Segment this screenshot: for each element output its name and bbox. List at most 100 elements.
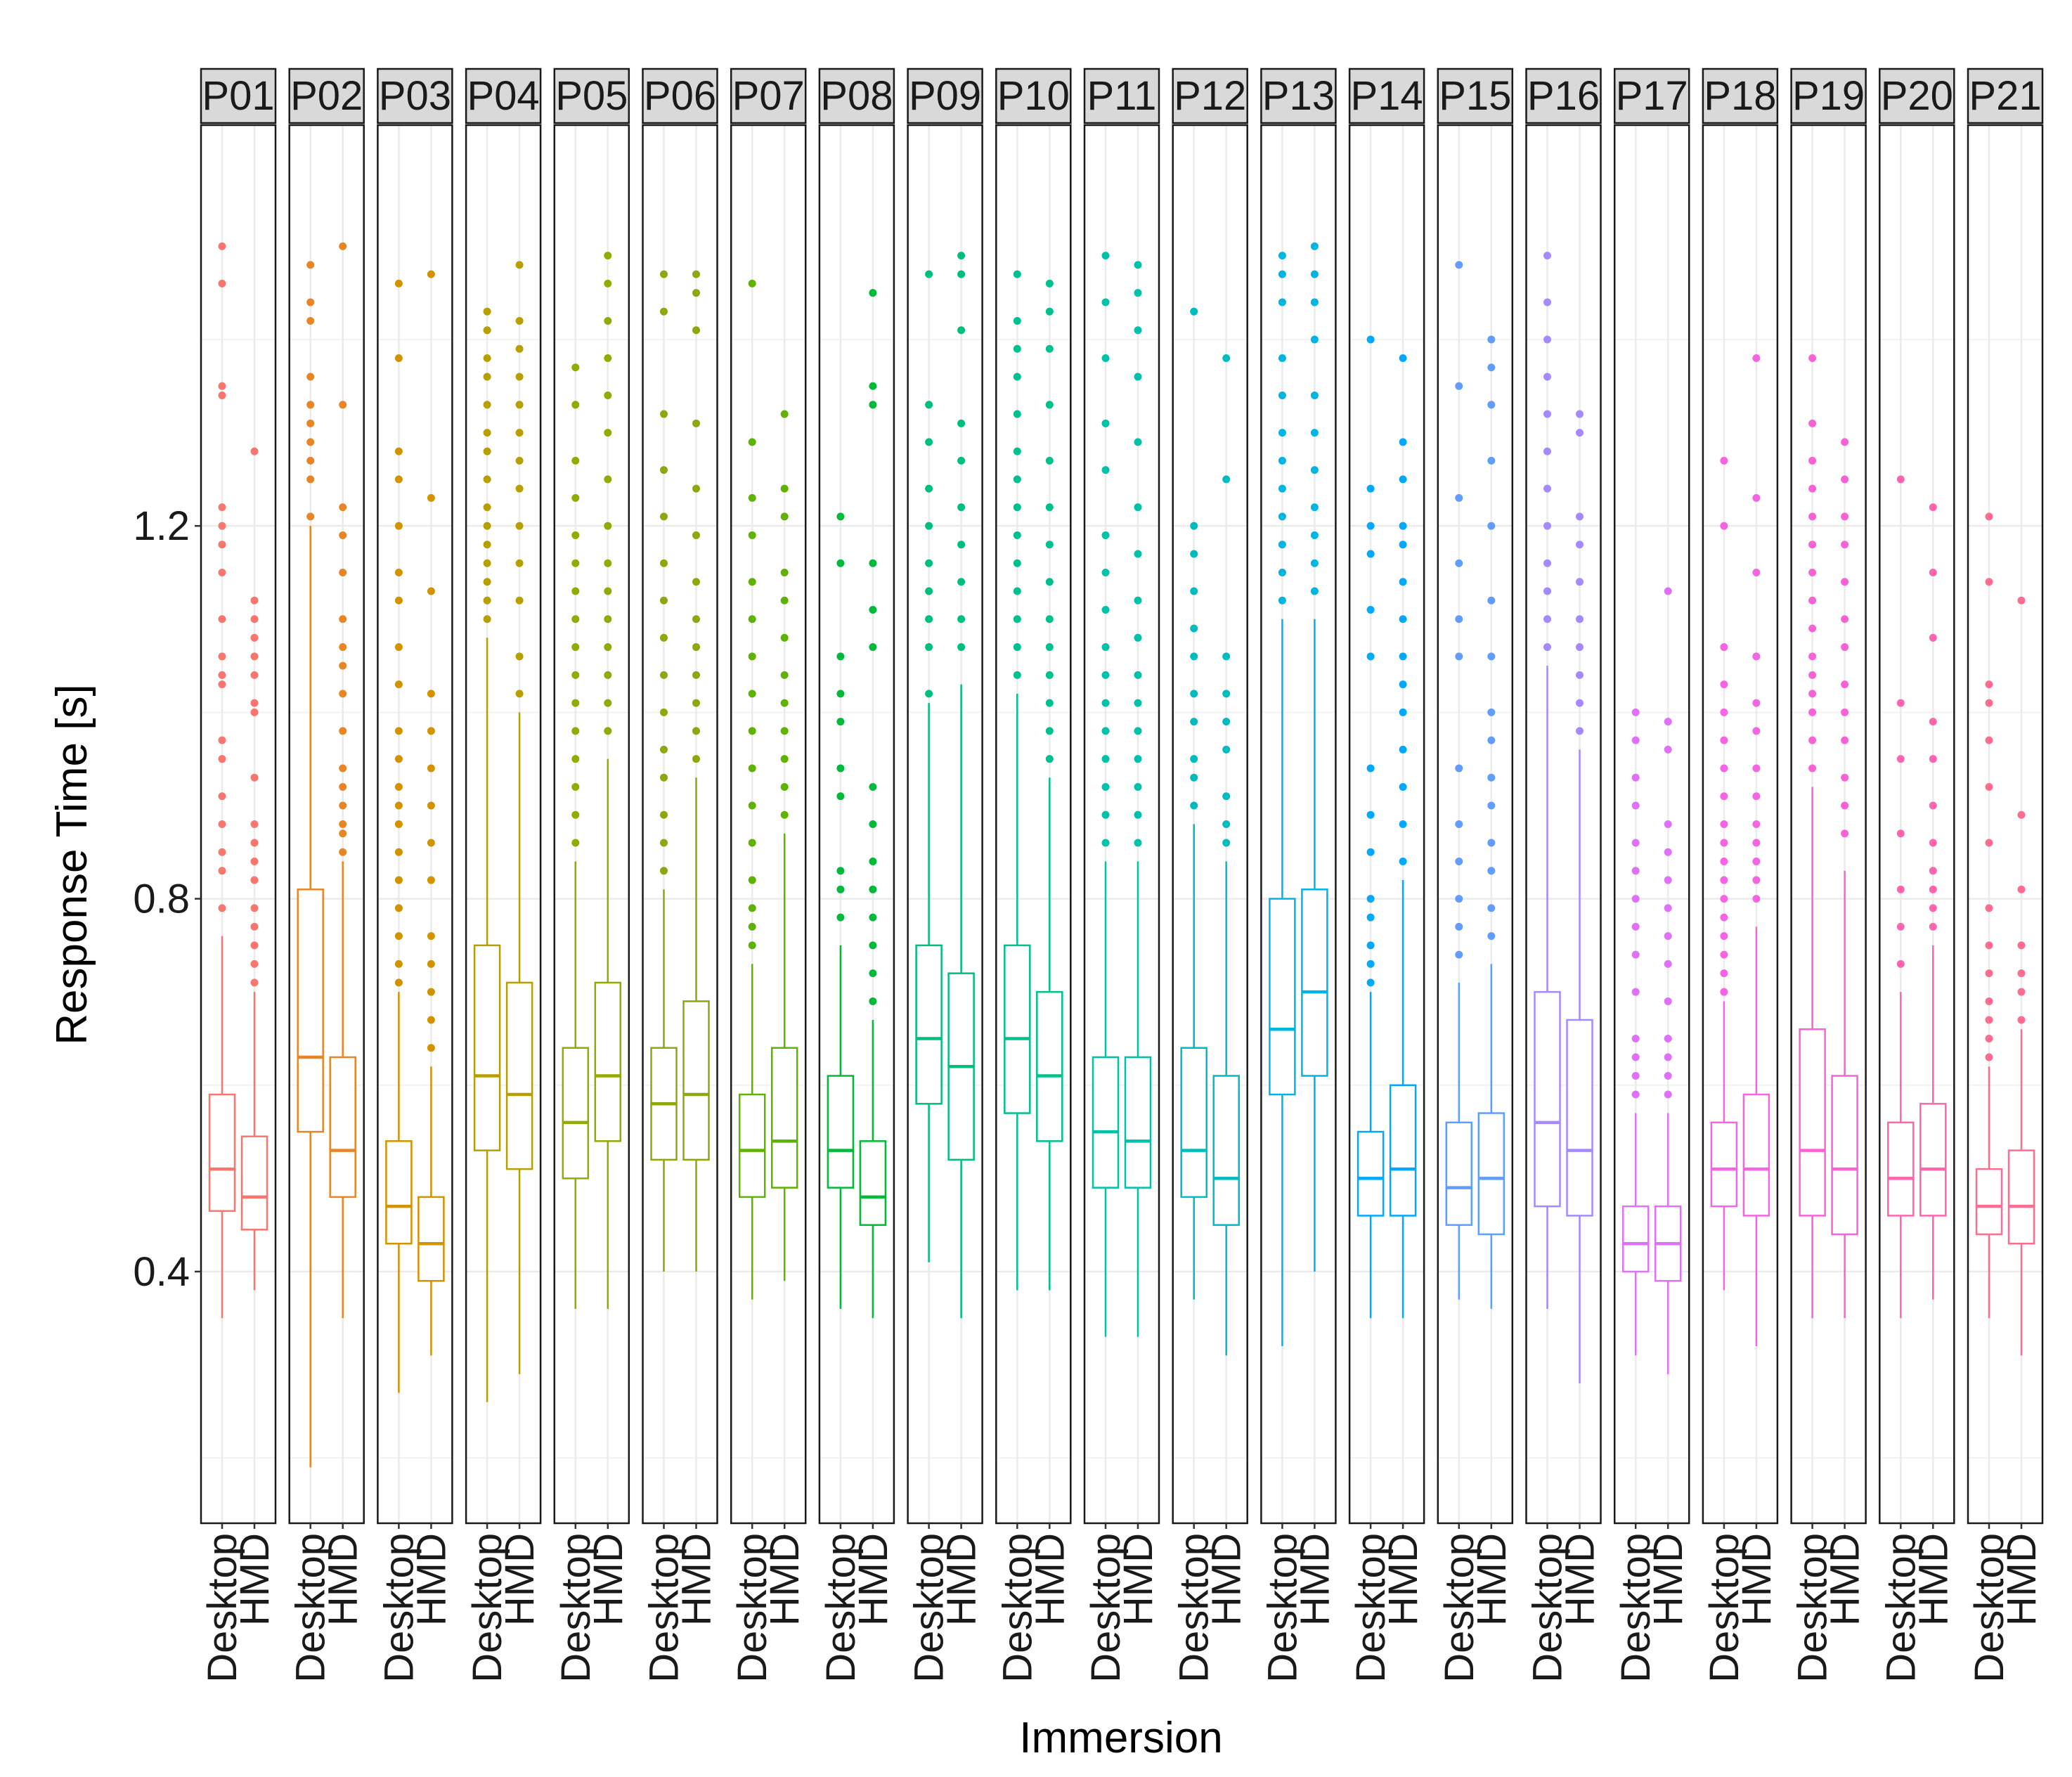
outlier-point [339, 401, 347, 409]
x-tick-label: HMD [1822, 1533, 1868, 1626]
outlier-point [339, 848, 347, 856]
outlier-point [1808, 736, 1817, 744]
box-iqr [2007, 1149, 2035, 1245]
outlier-point [1455, 615, 1463, 623]
outlier-point [1752, 876, 1761, 884]
panel-background [642, 125, 718, 1523]
outlier-point [306, 438, 315, 446]
outlier-point [1399, 541, 1407, 549]
outlier-point [2017, 941, 2026, 950]
outlier-point [1631, 1034, 1640, 1042]
outlier-point [515, 261, 524, 269]
outlier-point [306, 298, 315, 306]
facet-label: P16 [1527, 73, 1600, 119]
outlier-point [1929, 633, 1937, 642]
outlier-point [1222, 839, 1231, 847]
box-hmd [505, 261, 533, 1374]
outlier-point [1808, 671, 1817, 679]
outlier-point [394, 568, 403, 576]
outlier-point [957, 503, 966, 512]
box-desktop [1004, 270, 1031, 1291]
outlier-point [1752, 895, 1761, 903]
outlier-point [748, 652, 756, 661]
outlier-point [1487, 867, 1496, 875]
outlier-point [394, 904, 403, 912]
outlier-point [1455, 559, 1463, 567]
box-iqr [770, 1047, 798, 1189]
outlier-point [748, 279, 756, 287]
outlier-point [1543, 298, 1551, 306]
outlier-point [483, 307, 491, 316]
box-hmd [2007, 596, 2035, 1356]
outlier-point [1985, 997, 1993, 1005]
y-tick-label: 0.8 [133, 877, 190, 922]
outlier-point [571, 643, 580, 652]
outlier-point [1222, 820, 1231, 828]
outlier-point [1487, 708, 1496, 716]
outlier-point [1664, 587, 1672, 595]
outlier-point [1278, 568, 1286, 576]
x-tick-label: HMD [1115, 1533, 1161, 1626]
outlier-point [339, 764, 347, 773]
panel-background [289, 125, 364, 1523]
box-iqr [417, 1196, 445, 1282]
outlier-point [339, 820, 347, 828]
outlier-point [748, 727, 756, 735]
outlier-point [218, 503, 226, 512]
box-iqr [1269, 898, 1296, 1096]
outlier-point [571, 531, 580, 539]
facet-label: P03 [379, 73, 451, 119]
outlier-point [483, 503, 491, 512]
outlier-point [1101, 755, 1110, 763]
box-desktop [1621, 708, 1650, 1356]
box-iqr [1212, 1075, 1240, 1226]
outlier-point [869, 913, 877, 922]
outlier-point [1664, 1072, 1672, 1080]
outlier-point [1543, 410, 1551, 418]
outlier-point [483, 615, 491, 623]
outlier-point [571, 727, 580, 735]
outlier-point [1631, 801, 1640, 810]
outlier-point [571, 587, 580, 595]
outlier-point [1664, 820, 1672, 828]
outlier-point [1576, 512, 1584, 521]
outlier-point [1101, 727, 1110, 735]
panel-background [1968, 125, 2042, 1523]
outlier-point [1101, 671, 1110, 679]
outlier-point [1134, 782, 1142, 791]
box-iqr [1534, 990, 1561, 1208]
outlier-point [780, 568, 789, 576]
outlier-point [1013, 615, 1021, 623]
panel-border [642, 124, 718, 1525]
box-iqr [208, 1093, 236, 1213]
outlier-point [1752, 493, 1761, 502]
outlier-point [1134, 839, 1142, 847]
outlier-point [780, 727, 789, 735]
outlier-point [1366, 941, 1375, 950]
outlier-point [483, 522, 491, 530]
outlier-point [1664, 1090, 1672, 1099]
panel-border [730, 124, 807, 1525]
outlier-point [780, 410, 789, 418]
panel-border [1525, 124, 1602, 1525]
outlier-point [571, 839, 580, 847]
outlier-point [427, 988, 435, 996]
outlier-point [1190, 801, 1198, 810]
outlier-point [1222, 652, 1231, 661]
box-desktop [1356, 335, 1385, 1319]
outlier-point [1487, 401, 1496, 409]
outlier-point [660, 773, 668, 782]
outlier-point [1134, 550, 1142, 558]
box-iqr [1004, 944, 1031, 1114]
facet-strip [1083, 67, 1160, 124]
panel-background [1614, 125, 1690, 1523]
box-desktop [208, 242, 236, 1319]
outlier-point [869, 643, 877, 652]
x-tick-label: HMD [674, 1533, 720, 1626]
outlier-point [1190, 652, 1198, 661]
outlier-point [836, 913, 845, 922]
outlier-point [1896, 475, 1905, 484]
outlier-point [1278, 484, 1286, 493]
